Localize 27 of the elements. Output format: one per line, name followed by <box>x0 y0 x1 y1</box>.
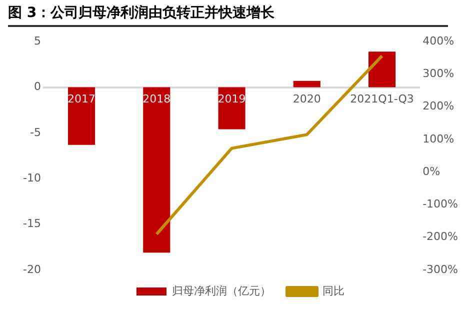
legend-label: 同比 <box>322 284 344 298</box>
y-tick-label: 0 <box>34 80 41 94</box>
y-tick-label: -10 <box>23 172 41 184</box>
y2-tick-label: 400% <box>422 34 454 48</box>
y2-tick-label: -200% <box>422 230 458 244</box>
bar <box>218 87 246 130</box>
legend-label: 归母净利润（亿元） <box>172 284 271 298</box>
y2-tick-label: 200% <box>422 100 454 113</box>
y2-tick-label: 0% <box>422 164 440 178</box>
y2-tick-label: -100% <box>422 198 458 211</box>
bar <box>368 52 396 88</box>
y-tick-label: -5 <box>30 126 41 139</box>
y2-tick-label: -300% <box>422 262 458 276</box>
bar <box>143 87 170 253</box>
x-tick-label: 2021Q1-Q3 <box>350 92 414 106</box>
x-tick-label: 2020 <box>292 92 321 106</box>
y2-tick-label: 100% <box>422 132 454 146</box>
x-tick-label: 2018 <box>142 92 171 106</box>
chart-title: 图 3：公司归母净利润由负转正并快速增长 <box>8 4 448 27</box>
y-tick-label: -20 <box>23 262 41 276</box>
y2-tick-label: 300% <box>422 67 454 80</box>
y-tick-label: -15 <box>23 217 41 230</box>
x-tick-label: 2019 <box>218 92 246 106</box>
bar <box>293 80 320 88</box>
bar <box>68 87 96 145</box>
y-tick-label: 5 <box>34 34 41 48</box>
x-tick-label: 2017 <box>68 92 96 106</box>
